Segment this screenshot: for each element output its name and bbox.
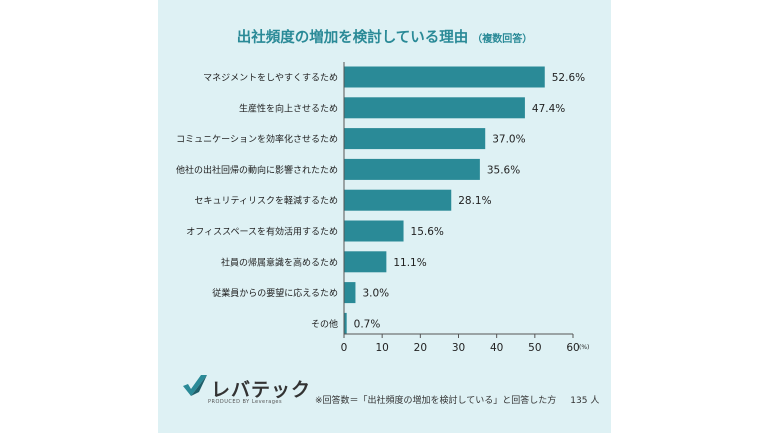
value-label: 3.0% [362,288,389,300]
value-label: 28.1% [458,195,491,207]
bar [344,158,480,180]
x-tick-label: 10 [375,342,388,354]
value-label: 0.7% [354,318,381,330]
brand-logo: レバテック PRODUCED BY Leverages [181,372,310,408]
category-label: マネジメントをしやすくするため [203,73,338,84]
x-tick-label: 0 [341,342,348,354]
check-mark-icon [183,375,207,396]
x-tick-label: 30 [452,342,465,354]
x-tick-label: 50 [528,342,541,354]
category-label: コミュニケーションを効率化させるため [176,133,338,145]
value-label: 35.6% [487,164,520,176]
bar [344,189,452,211]
footnote-text: ※回答数＝「出社頻度の増加を検討している」と回答した方 [315,396,557,406]
brand-tagline: PRODUCED BY Leverages [208,399,283,405]
category-label: 従業員からの要望に応えるため [212,287,338,299]
brand-name: レバテック [211,379,312,401]
bar [344,312,347,334]
category-label: その他 [311,318,338,330]
category-label: 生産性を向上させるため [239,102,338,114]
x-tick-label: 40 [490,342,503,354]
category-label: セキュリティリスクを軽減するため [195,195,338,207]
value-label: 47.4% [532,103,565,115]
value-label: 11.1% [393,257,426,269]
category-label: 他社の出社回帰の動向に影響されたため [176,164,338,176]
x-tick-label: 20 [414,342,427,354]
category-label: オフィススペースを有効活用するため [186,226,338,238]
footnote: ※回答数＝「出社頻度の増加を検討している」と回答した方 135 人 [315,393,599,406]
bar [344,97,525,119]
respondent-count: 135 人 [570,396,600,406]
value-label: 52.6% [552,72,585,84]
x-tick-label: 60 [566,342,579,354]
bar [344,128,486,150]
chart-title: 出社頻度の増加を検討している理由 [236,30,469,46]
category-label: 社員の帰属意識を高めるため [221,256,338,268]
value-label: 37.0% [492,134,525,146]
chart-title-block: 出社頻度の増加を検討している理由 （複数回答） [158,26,611,47]
value-label: 15.6% [411,226,444,238]
chart-subtitle: （複数回答） [472,34,533,45]
bar [344,282,356,304]
bar [344,251,387,273]
bar [344,220,404,242]
x-axis-unit: (%) [579,344,589,351]
bar [344,66,545,88]
